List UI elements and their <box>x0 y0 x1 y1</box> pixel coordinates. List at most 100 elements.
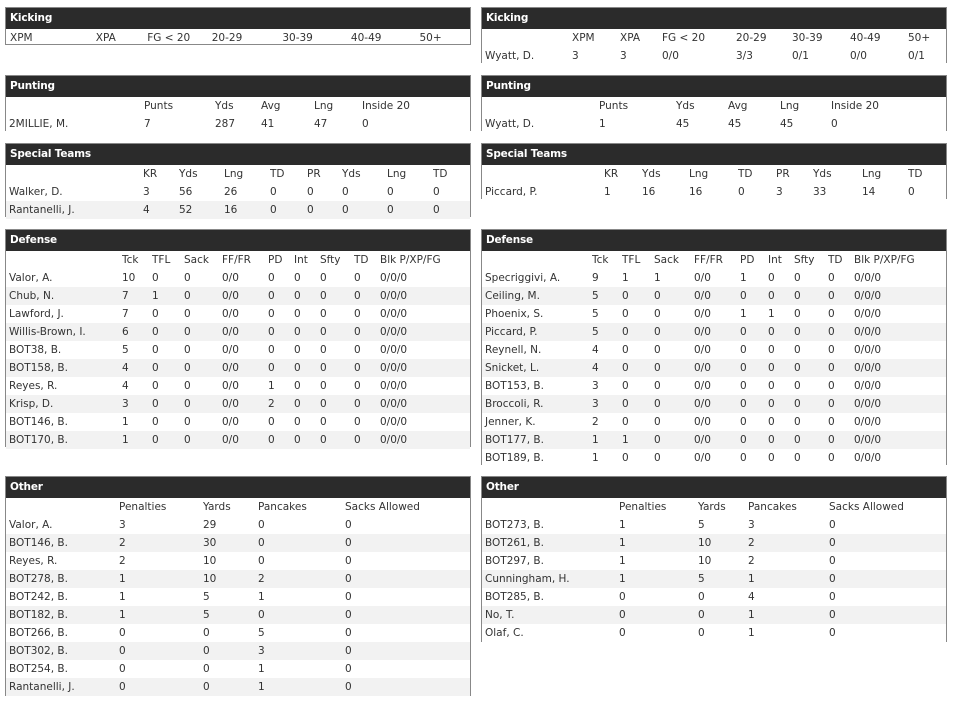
column-header[interactable] <box>482 165 604 183</box>
column-header[interactable]: Yds <box>813 168 832 180</box>
column-header[interactable]: Yds <box>342 168 361 180</box>
player-name[interactable]: BOT177, B. <box>482 431 592 449</box>
column-header[interactable]: Yds <box>215 100 234 112</box>
player-name[interactable]: Krisp, D. <box>6 395 122 413</box>
player-name[interactable]: Chub, N. <box>6 287 122 305</box>
column-header[interactable]: Pancakes <box>748 501 797 513</box>
player-name[interactable]: Specriggivi, A. <box>482 269 592 287</box>
column-header[interactable]: Avg <box>261 100 281 112</box>
column-header[interactable]: 40-49 <box>850 32 881 44</box>
player-name[interactable]: BOT273, B. <box>482 516 619 534</box>
column-header[interactable]: Sack <box>654 254 679 266</box>
column-header[interactable] <box>482 251 592 269</box>
column-header[interactable]: 50+ <box>419 32 442 44</box>
player-name[interactable]: Reyes, R. <box>6 377 122 395</box>
column-header[interactable]: XPM <box>10 32 33 44</box>
column-header[interactable]: XPA <box>95 32 116 44</box>
player-name[interactable]: Olaf, C. <box>482 624 619 642</box>
player-name[interactable]: BOT182, B. <box>6 606 119 624</box>
column-header[interactable]: 20-29 <box>736 32 767 44</box>
player-name[interactable]: Lawford, J. <box>6 305 122 323</box>
player-name[interactable]: BOT302, B. <box>6 642 119 660</box>
column-header[interactable]: Sacks Allowed <box>345 501 420 513</box>
column-header[interactable]: Lng <box>224 168 244 180</box>
column-header[interactable] <box>6 165 143 183</box>
column-header[interactable]: FG < 20 <box>662 32 706 44</box>
player-name[interactable]: Broccoli, R. <box>482 395 592 413</box>
player-name[interactable]: BOT297, B. <box>482 552 619 570</box>
player-name[interactable]: Cunningham, H. <box>482 570 619 588</box>
column-header[interactable]: Yds <box>642 168 661 180</box>
column-header[interactable]: Lng <box>689 168 709 180</box>
column-header[interactable]: PR <box>307 168 321 180</box>
column-header[interactable]: TD <box>354 254 369 266</box>
player-name[interactable]: BOT242, B. <box>6 588 119 606</box>
column-header[interactable]: Tck <box>592 254 609 266</box>
column-header[interactable]: FF/FR <box>222 254 251 266</box>
column-header[interactable]: Int <box>768 254 782 266</box>
player-name[interactable]: Piccard, P. <box>482 323 592 341</box>
column-header[interactable]: Sfty <box>320 254 341 266</box>
column-header[interactable]: Lng <box>314 100 334 112</box>
player-name[interactable]: BOT146, B. <box>6 534 119 552</box>
player-name[interactable]: BOT278, B. <box>6 570 119 588</box>
player-name[interactable]: BOT285, B. <box>482 588 619 606</box>
column-header[interactable]: Punts <box>599 100 629 112</box>
column-header[interactable]: PD <box>268 254 283 266</box>
player-name[interactable]: Willis-Brown, I. <box>6 323 122 341</box>
column-header[interactable]: Avg <box>728 100 748 112</box>
column-header[interactable]: 30-39 <box>282 32 313 44</box>
column-header[interactable]: Int <box>294 254 308 266</box>
column-header[interactable]: Lng <box>780 100 800 112</box>
column-header[interactable]: Punts <box>144 100 174 112</box>
column-header[interactable]: PD <box>740 254 755 266</box>
player-name[interactable]: Rantanelli, J. <box>6 201 143 219</box>
column-header[interactable]: Sack <box>184 254 209 266</box>
column-header[interactable]: Lng <box>387 168 407 180</box>
column-header[interactable]: Penalties <box>119 501 167 513</box>
column-header[interactable]: FG < 20 <box>147 32 191 44</box>
column-header[interactable]: FF/FR <box>694 254 723 266</box>
column-header[interactable]: Penalties <box>619 501 667 513</box>
column-header[interactable] <box>482 498 619 516</box>
player-name[interactable]: Reyes, R. <box>6 552 119 570</box>
player-name[interactable]: BOT158, B. <box>6 359 122 377</box>
player-name[interactable]: BOT189, B. <box>482 449 592 467</box>
player-name[interactable]: Valor, A. <box>6 269 122 287</box>
player-name[interactable]: BOT254, B. <box>6 660 119 678</box>
player-name[interactable]: Piccard, P. <box>482 183 604 201</box>
column-header[interactable]: Yards <box>698 501 726 513</box>
player-name[interactable]: Reynell, N. <box>482 341 592 359</box>
column-header[interactable]: 50+ <box>908 32 931 44</box>
column-header[interactable]: Tck <box>122 254 139 266</box>
player-name[interactable]: BOT153, B. <box>482 377 592 395</box>
column-header[interactable]: Sfty <box>794 254 815 266</box>
player-name[interactable]: BOT266, B. <box>6 624 119 642</box>
player-name[interactable]: Wyatt, D. <box>482 115 599 133</box>
player-name[interactable]: BOT38, B. <box>6 341 122 359</box>
column-header[interactable]: TD <box>828 254 843 266</box>
column-header[interactable]: Yds <box>676 100 695 112</box>
column-header[interactable]: XPM <box>572 32 595 44</box>
column-header[interactable] <box>482 29 572 47</box>
column-header[interactable]: TD <box>433 168 448 180</box>
player-name[interactable]: Snicket, L. <box>482 359 592 377</box>
column-header[interactable]: TD <box>908 168 923 180</box>
column-header[interactable]: Yds <box>179 168 198 180</box>
column-header[interactable]: XPA <box>620 32 641 44</box>
column-header[interactable]: TFL <box>152 254 171 266</box>
player-name[interactable]: Valor, A. <box>6 516 119 534</box>
column-header[interactable]: Blk P/XP/FG <box>854 254 915 266</box>
column-header[interactable] <box>6 97 144 115</box>
column-header[interactable]: KR <box>604 168 619 180</box>
column-header[interactable]: TD <box>738 168 753 180</box>
player-name[interactable]: Ceiling, M. <box>482 287 592 305</box>
player-name[interactable]: BOT170, B. <box>6 431 122 449</box>
column-header[interactable]: Yards <box>203 501 231 513</box>
player-name[interactable]: Wyatt, D. <box>482 47 572 65</box>
column-header[interactable] <box>482 97 599 115</box>
column-header[interactable]: Pancakes <box>258 501 307 513</box>
player-name[interactable]: Walker, D. <box>6 183 143 201</box>
column-header[interactable]: PR <box>776 168 790 180</box>
column-header[interactable]: Inside 20 <box>362 100 410 112</box>
